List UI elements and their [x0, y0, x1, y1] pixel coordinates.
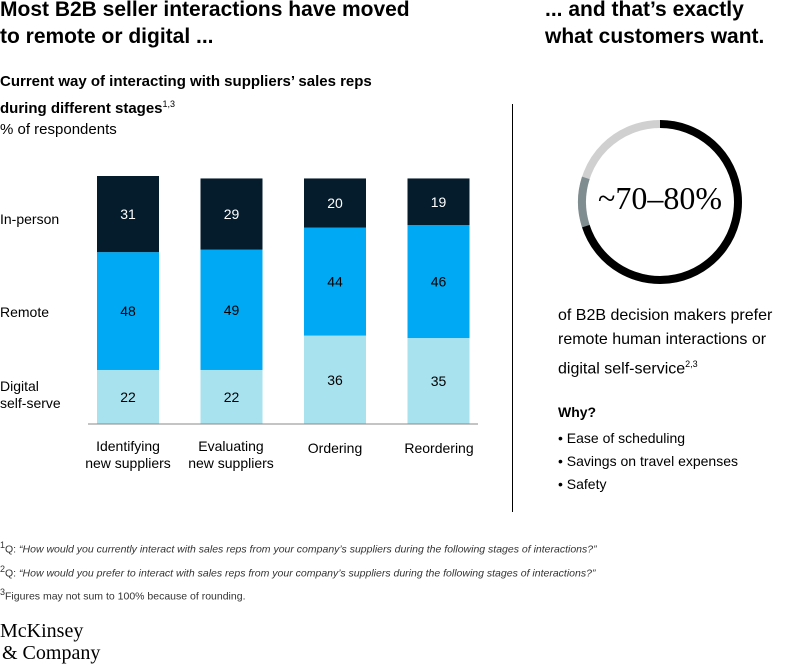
preference-donut	[578, 120, 742, 284]
bar-segment-in-person	[97, 176, 159, 253]
bar-segment-digital-self-serve	[304, 335, 366, 424]
footnote-text: “How would you currently interact with s…	[19, 543, 597, 556]
bar-value-label: 48	[120, 303, 136, 319]
footnote-number: 2	[0, 563, 6, 574]
footnote: 3Figures may not sum to 100% because of …	[0, 583, 800, 607]
bar-segment-in-person	[304, 178, 366, 228]
footnote-number: 1	[0, 540, 6, 550]
bar-value-label: 20	[327, 195, 343, 211]
footnote-prefix: Q:	[5, 567, 20, 579]
chart-unit-label: % of respondents	[0, 121, 117, 138]
category-label-ordering: Ordering	[307, 440, 363, 456]
why-reason: • Savings on travel expenses	[558, 453, 739, 469]
bar-value-label: 36	[327, 372, 343, 388]
bar-value-label: 49	[224, 302, 240, 318]
bar-segment-remote	[200, 249, 263, 370]
bar-segment-in-person	[407, 178, 470, 226]
preference-text: of B2B decision makers prefer remote hum…	[558, 304, 798, 381]
why-reasons-list: • Ease of scheduling • Savings on travel…	[558, 427, 738, 496]
bar-segment-remote	[97, 252, 159, 370]
why-title: Why?	[558, 404, 597, 420]
why-reason: • Safety	[558, 476, 607, 492]
logo-line-2: & Company	[2, 642, 101, 664]
section-divider	[512, 104, 513, 512]
bar-segment-remote	[407, 225, 470, 339]
footnote-prefix: Q:	[5, 543, 20, 556]
bar-value-label: 35	[431, 373, 447, 389]
footnote-text: Figures may not sum to 100% because of r…	[5, 590, 246, 603]
bar-segment-digital-self-serve	[97, 369, 159, 424]
left-headline: Most B2B seller interactions have moved …	[0, 0, 410, 48]
stacked-bar-chart: 22 48 31 22 49 29 36 44 20 35 46 19	[88, 176, 478, 425]
category-label-reordering: Reordering	[404, 440, 474, 456]
bar-value-label: 44	[327, 274, 343, 290]
bar-segment-digital-self-serve	[407, 338, 470, 424]
bar-value-label: 22	[224, 389, 240, 405]
legend-in-person: In-person	[0, 211, 60, 227]
bar-segment-in-person	[200, 178, 263, 250]
preference-text-body: of B2B decision makers prefer remote hum…	[558, 307, 773, 378]
bar-segment-remote	[304, 227, 366, 336]
bar-segment-digital-self-serve	[200, 369, 263, 424]
legend-digital-self-serve: Digital self-serve	[0, 378, 61, 411]
chart-title-text: Current way of interacting with supplier…	[0, 73, 372, 117]
preference-footnote-refs: 2,3	[685, 359, 698, 369]
donut-value-label: ~70–80%	[598, 180, 722, 216]
category-label-evaluating: Evaluating new suppliers	[188, 438, 274, 471]
chart-title: Current way of interacting with supplier…	[0, 71, 420, 120]
footnote-number: 3	[0, 587, 6, 597]
bar-value-label: 46	[431, 274, 447, 290]
bar-value-label: 31	[120, 206, 136, 222]
right-headline: ... and that’s exactly what customers wa…	[545, 0, 765, 48]
chart-title-footnote-refs: 1,3	[162, 99, 176, 109]
footnote: 2Q: “How would you prefer to interact wi…	[0, 560, 800, 584]
mckinsey-logo: McKinsey & Company	[0, 620, 100, 664]
logo-line-1: McKinsey	[0, 620, 84, 642]
chart-bars: 22 48 31 22 49 29 36 44 20 35 46 19	[97, 176, 470, 424]
bar-value-label: 19	[431, 194, 447, 210]
footnote: 1Q: “How would you currently interact wi…	[0, 536, 800, 560]
bar-value-label: 29	[224, 206, 240, 222]
footnote-text: “How would you prefer to interact with s…	[19, 567, 596, 579]
donut-range-arc	[578, 176, 590, 228]
legend-remote: Remote	[0, 304, 50, 320]
donut-main-arc	[582, 120, 742, 284]
category-label-identifying: Identifying new suppliers	[85, 438, 171, 471]
bar-value-label: 22	[120, 389, 136, 405]
why-reason: • Ease of scheduling	[558, 430, 686, 446]
footnotes: 1Q: “How would you currently interact wi…	[0, 536, 800, 607]
